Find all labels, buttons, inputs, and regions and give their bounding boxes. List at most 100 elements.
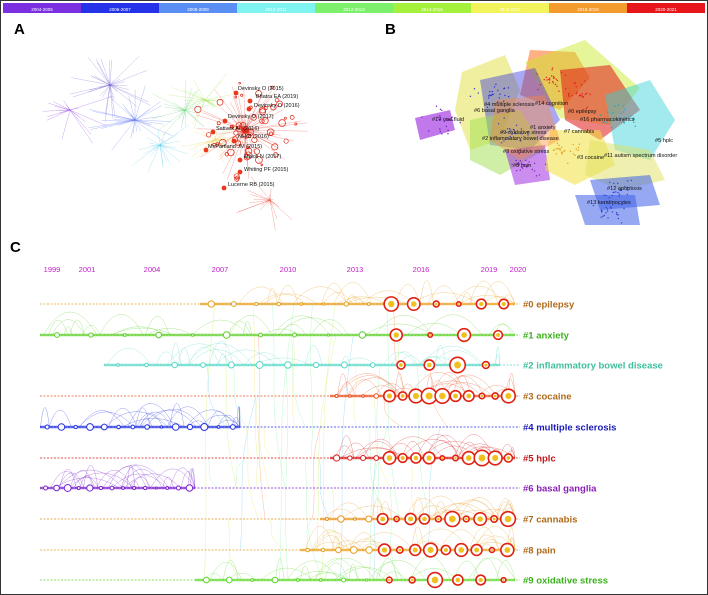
- citation-arc: [51, 319, 85, 336]
- citation-arc: [364, 323, 433, 336]
- cluster-node: [548, 82, 551, 84]
- citation-arc: [50, 471, 83, 489]
- network-link: [269, 199, 292, 220]
- timeline-node-core: [461, 332, 467, 338]
- timeline-node-core: [484, 363, 488, 367]
- network-link: [134, 119, 172, 122]
- network-link: [193, 99, 206, 130]
- citation-arc: [415, 434, 460, 459]
- highlight-node: [237, 169, 243, 175]
- cluster-node: [506, 128, 509, 130]
- cluster-node: [545, 76, 548, 79]
- cross-link: [227, 518, 239, 581]
- cluster-node: [521, 133, 523, 135]
- cluster-node: [421, 116, 423, 118]
- citation-arc: [420, 345, 484, 366]
- cluster-node: [445, 125, 448, 128]
- citation-arc: [362, 385, 402, 397]
- network-node: [259, 118, 265, 124]
- timeline-node-core: [410, 578, 414, 582]
- citation-arc: [304, 345, 323, 366]
- panel-a-label: A: [14, 21, 25, 38]
- cluster-node: [550, 75, 553, 77]
- citation-arc: [273, 315, 330, 336]
- cluster-node: [497, 89, 499, 92]
- network-link: [200, 97, 206, 101]
- network-link: [159, 144, 168, 149]
- timeline-node: [364, 578, 369, 582]
- timeline-node-core: [502, 578, 505, 582]
- timeline-node: [365, 546, 373, 554]
- network-link: [239, 129, 246, 155]
- highlight-node: [247, 98, 253, 104]
- cross-link: [269, 518, 285, 551]
- timeline-node: [337, 515, 345, 523]
- citation-arc: [347, 379, 382, 397]
- panel-b-label: B: [385, 21, 396, 38]
- cluster-node: [439, 108, 442, 110]
- timeline-year-axis: 1999 2001 2004 2007 2010 2013 2016 2019 2020: [44, 265, 527, 274]
- cluster-node: [579, 94, 581, 96]
- timeline-node-core: [490, 548, 494, 552]
- cluster-node: [564, 149, 566, 152]
- citation-arc: [311, 541, 351, 551]
- timeline-node: [86, 484, 94, 492]
- network-link: [71, 77, 111, 86]
- timeline-node: [98, 485, 104, 491]
- network-link: [88, 119, 136, 129]
- timeline-node-core: [441, 457, 444, 459]
- citation-arc: [262, 293, 318, 305]
- network-link: [164, 106, 186, 111]
- cluster-label: #13 keratinocytes: [587, 200, 631, 206]
- timeline-node-core: [504, 515, 512, 523]
- network-link: [218, 129, 246, 145]
- cluster-node: [605, 200, 608, 203]
- citation-arc: [178, 347, 191, 366]
- timeline-node-core: [501, 301, 506, 307]
- network-link: [54, 106, 71, 111]
- timeline-node: [284, 361, 292, 369]
- network-link: [69, 84, 111, 95]
- citation-arc: [96, 470, 133, 489]
- citation-arc: [474, 525, 516, 551]
- network-link: [204, 99, 215, 104]
- citation-arc: [140, 418, 153, 428]
- network-link: [180, 109, 186, 129]
- citation-arc: [313, 531, 354, 551]
- citation-arc: [382, 351, 416, 366]
- cluster-node: [427, 130, 430, 132]
- cluster-label: #17 oral fluid: [432, 117, 464, 123]
- cluster-node: [525, 159, 527, 162]
- network-link: [53, 101, 71, 111]
- cluster-map-b-nodes: [421, 67, 636, 224]
- cluster-node: [586, 106, 589, 108]
- network-link: [184, 109, 187, 127]
- citation-arc: [189, 349, 245, 366]
- cluster-node: [518, 164, 520, 167]
- timeline-node: [358, 331, 367, 339]
- network-link: [109, 84, 151, 106]
- cluster-node: [574, 83, 576, 85]
- network-link: [217, 129, 246, 135]
- network-node: [259, 108, 267, 116]
- cluster-node: [439, 130, 442, 133]
- network-link: [204, 99, 215, 101]
- cluster-node: [626, 180, 629, 182]
- citation-arc: [375, 562, 403, 581]
- timeline-node: [165, 486, 170, 490]
- timeline-node: [373, 393, 379, 399]
- cluster-node: [571, 95, 573, 97]
- cluster-node: [559, 149, 561, 151]
- cluster-node: [575, 148, 578, 150]
- network-link: [147, 144, 161, 173]
- cluster-label: #2 inflammatory bowel disease: [523, 361, 663, 372]
- cluster-node: [490, 94, 492, 97]
- cluster-node: [601, 210, 603, 212]
- cluster-node: [622, 203, 624, 205]
- cluster-node: [495, 83, 497, 86]
- network-link: [244, 96, 270, 131]
- cluster-node: [515, 159, 517, 162]
- citation-arc: [209, 561, 243, 581]
- cluster-node: [556, 85, 558, 88]
